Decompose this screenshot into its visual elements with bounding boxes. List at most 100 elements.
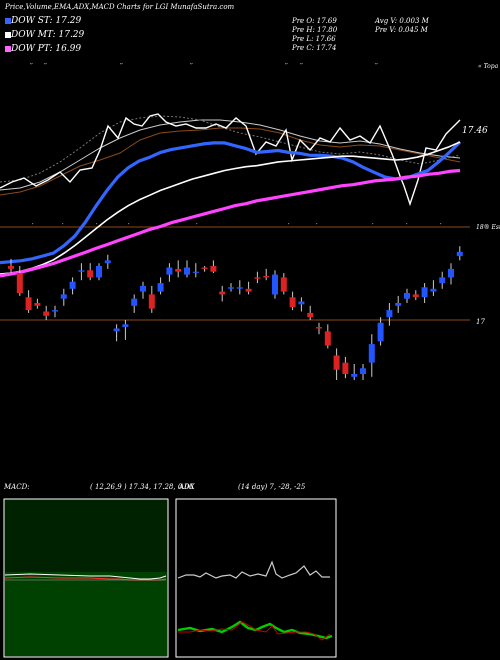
candle-body [96, 266, 102, 278]
date-tick-mark: ′ [316, 223, 318, 230]
date-tick-mark: ′′ [120, 63, 123, 70]
candle-body [448, 268, 454, 278]
candle-body [87, 270, 94, 278]
date-tick-mark: ′′ [190, 63, 193, 70]
candle-body [280, 277, 287, 292]
ema-last-label: 17.46 [462, 126, 488, 136]
candle-body [52, 310, 58, 312]
price-line-label: 17 [476, 318, 485, 326]
date-tick-mark: ′ [288, 223, 290, 230]
candle-body [69, 281, 76, 289]
candle-body [421, 287, 428, 298]
candle-body [245, 288, 252, 292]
candle-body [184, 267, 190, 275]
candle-body [342, 362, 349, 374]
date-tick-mark: ′′ [375, 63, 378, 70]
date-tick-mark: ′ [406, 223, 408, 230]
legend: DOW ST: 17.29 DOW MT: 17.29 DOW PT: 16.9… [5, 16, 84, 55]
date-tick-mark: ′′ [44, 63, 47, 70]
axis-label: 18® Estim [476, 224, 500, 231]
candle-body [386, 310, 393, 318]
date-tick-mark: ′ [32, 223, 34, 230]
adx-line [177, 560, 330, 579]
candle-body [377, 322, 384, 342]
ema-series-group [0, 140, 462, 278]
macd-panel-lower-fill [5, 572, 167, 656]
price-close-line [0, 113, 461, 207]
candle-body [16, 273, 23, 293]
adx-params: (14 day) 7, -28, -25 [238, 483, 306, 491]
legend-swatch-st [5, 18, 11, 24]
stat-close: Pre C: 17.74 [292, 44, 337, 52]
candle-body [298, 301, 305, 305]
candle-body [140, 285, 146, 292]
candle-body [60, 294, 67, 299]
candle-body [236, 287, 243, 289]
candle-body [324, 331, 331, 346]
candle-body [289, 297, 296, 308]
legend-swatch-mt [5, 32, 11, 38]
candle-body [25, 297, 32, 311]
stat-low: Pre L: 17.66 [292, 35, 336, 43]
ema-st-line [0, 140, 462, 265]
candle-body [272, 274, 278, 295]
stats-right: Avg V: 0.003 M Pre V: 0.045 M [375, 17, 429, 35]
candle-body [78, 270, 85, 272]
legend-swatch-pt [5, 46, 11, 52]
legend-item-st: DOW ST: 17.29 [5, 16, 84, 27]
candle-body [395, 303, 402, 306]
stat-high: Pre H: 17.80 [292, 26, 338, 34]
ema-gray-line [0, 119, 461, 191]
chart-title: Price,Volume,EMA,ADX,MACD Charts for LGI… [5, 3, 235, 11]
macd-title: MACD: [4, 483, 30, 491]
candle-body [254, 277, 261, 279]
candle-body [113, 328, 120, 332]
top-label: « Topa [478, 63, 499, 70]
candle-body [412, 294, 419, 298]
legend-item-mt: DOW MT: 17.29 [5, 30, 84, 41]
stats-left: Pre O: 17.69 Pre H: 17.80 Pre L: 17.66 P… [292, 17, 337, 53]
adx-minus-di-line [178, 621, 331, 641]
candle-body [122, 324, 129, 328]
candle-body [34, 303, 41, 306]
stat-prev-volume: Pre V: 0.045 M [375, 26, 428, 34]
date-tick-mark: ′ [440, 223, 442, 230]
date-tick-mark: ′ [62, 223, 64, 230]
candles-group [8, 246, 463, 380]
macd-line [4, 573, 167, 580]
legend-item-pt: DOW PT: 16.99 [5, 44, 84, 55]
ema-dotted-line [0, 115, 461, 183]
candle-body [201, 267, 208, 269]
candle-body [43, 311, 50, 316]
candle-body [430, 288, 437, 292]
date-tick-mark: ′ [128, 223, 130, 230]
candle-body [360, 368, 366, 374]
date-tick-mark: ′ [372, 223, 374, 230]
date-tick-mark: ′ [96, 223, 98, 230]
candle-body [307, 312, 314, 318]
stat-avg-volume: Avg V: 0.003 M [375, 17, 429, 25]
date-tick-mark: ′′ [300, 63, 303, 70]
price-ema-chart: ′′ ′′ ′′ ′′ ′′ ′′ ′′′ ′ ′ ′ ′ ′ ′ ′ ′ ′ [0, 63, 470, 380]
ema-pt-line [0, 168, 461, 278]
long-ema-line [0, 127, 461, 196]
candle-body [263, 276, 270, 278]
candle-body [8, 266, 14, 269]
candle-body [456, 251, 463, 257]
candle-body [131, 298, 138, 306]
date-tick-mark: ′′ [30, 63, 33, 70]
stat-open: Pre O: 17.69 [292, 17, 337, 25]
candle-body [175, 268, 182, 272]
candle-body [104, 260, 111, 264]
ema-mt-line [0, 141, 461, 275]
candle-body [333, 355, 340, 370]
candle-body [404, 293, 410, 299]
candle-body [219, 291, 226, 295]
candle-body [192, 271, 199, 273]
macd-params: ( 12,26,9 ) 17.34, 17.28, 0.06 [90, 483, 194, 491]
candle-body [439, 277, 446, 284]
candle-body [228, 287, 234, 289]
candle-body [210, 266, 217, 272]
candle-body [368, 344, 375, 363]
